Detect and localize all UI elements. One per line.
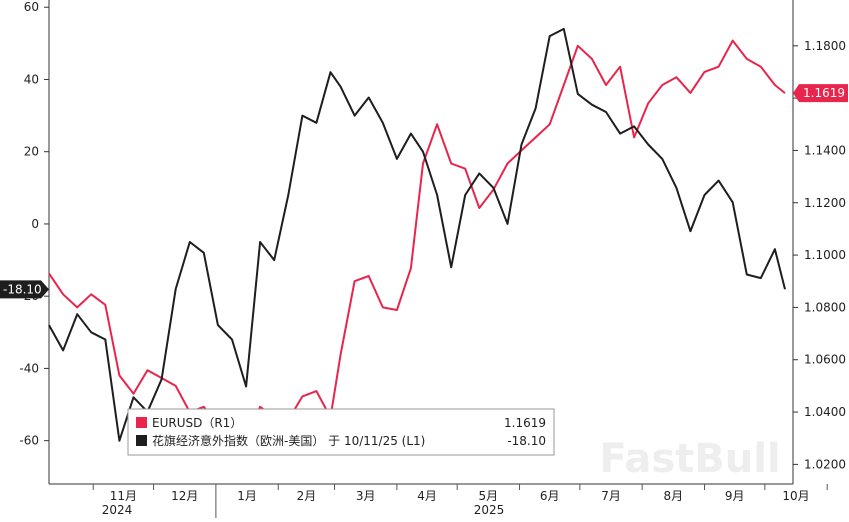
x-month-label: 5月 [479,489,499,503]
x-month-label: 4月 [417,489,437,503]
right-tick-label: 1.1000 [804,248,846,262]
left-last-value-text: -18.10 [3,282,42,296]
right-tick-label: 1.1800 [804,39,846,53]
left-tick-label: -40 [19,361,39,375]
right-tick-label: 1.0600 [804,353,846,367]
legend-box [127,408,555,456]
x-month-label: 2月 [297,489,317,503]
legend-swatch-eurusd [136,417,147,428]
eurusd-line [48,39,786,440]
right-last-value-tag [793,84,848,103]
right-last-value-text: 1.1619 [803,86,845,100]
x-month-label: 9月 [725,489,745,503]
right-tick-label: 1.0800 [804,300,846,314]
right-tick-label: 1.1400 [804,143,846,157]
x-month-label: 6月 [540,489,560,503]
x-month-label: 1月 [237,489,257,503]
left-tick-label: 40 [24,72,39,86]
last-value-tags: 1.1619 -18.10 [0,84,848,299]
right-tick-label: 1.1200 [804,196,846,210]
x-month-label: 10月 [782,489,809,503]
x-year-label: 2025 [474,503,505,517]
legend-label-eurusd: EURUSD（R1） [152,416,242,430]
left-tick-label: -60 [19,434,39,448]
x-month-label: 8月 [664,489,684,503]
watermark-layer: FastBull [599,436,780,482]
left-tick-label: 0 [31,217,39,231]
legend-value-eurusd: 1.1619 [504,416,546,430]
x-month-label: 11月 [110,489,137,503]
series-layer [48,27,786,442]
x-month-label: 7月 [601,489,621,503]
left-tick-label: 60 [24,0,39,14]
legend-label-surprise-index: 花旗经济意外指数（欧洲-美国） 于 10/11/25 (L1) [152,433,425,448]
x-month-label: 12月 [171,489,198,503]
legend-value-surprise-index: -18.10 [507,434,546,448]
surprise-index-line [48,27,786,442]
watermark-logo: FastBull [599,436,780,482]
right-tick-label: 1.0400 [804,405,846,419]
left-tick-label: 20 [24,145,39,159]
legend: EURUSD（R1） 1.1619 花旗经济意外指数（欧洲-美国） 于 10/1… [127,408,555,456]
x-axis: 11月 12月 1月 2月 3月 4月 5月 6月 7月 8月 9月 10月 2024 2025 [49,483,828,518]
right-tick-label: 1.0200 [804,457,846,471]
x-year-label: 2024 [102,503,133,517]
left-last-value-tag [0,280,49,299]
legend-swatch-surprise-index [136,435,147,446]
x-month-label: 3月 [356,489,376,503]
